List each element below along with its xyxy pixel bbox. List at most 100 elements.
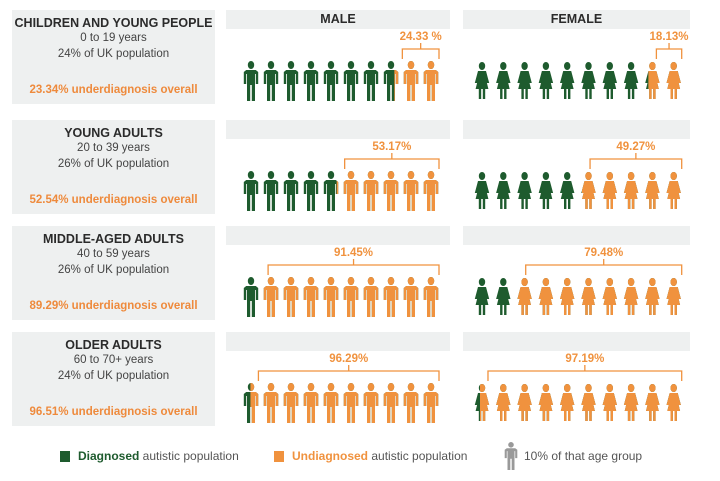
female-pictogram: 79.48% <box>474 247 683 315</box>
age-range: 40 to 59 years <box>77 248 150 260</box>
female-undiagnosed-label: 49.27% <box>616 141 655 153</box>
age-range: 20 to 39 years <box>77 142 150 154</box>
male-person-icon <box>243 277 259 317</box>
overall-underdiagnosis: 96.51% underdiagnosis overall <box>29 406 198 418</box>
person-icon <box>504 442 518 470</box>
female-panel: FEMALE 18.13% <box>463 10 690 104</box>
male-person-icon <box>363 277 379 317</box>
female-panel: 79.48% <box>463 226 690 320</box>
female-person-icon <box>581 278 596 315</box>
male-person-icon <box>303 277 319 317</box>
male-person-icon <box>263 61 279 101</box>
male-person-icon <box>283 61 299 101</box>
male-person-icon <box>283 171 299 211</box>
male-panel: MALE 24.33 % <box>226 10 450 104</box>
female-person-icon <box>602 384 617 421</box>
legend-diagnosed-text: autistic population <box>139 449 239 463</box>
age-group-row: YOUNG ADULTS 20 to 39 years 26% of UK po… <box>0 120 720 214</box>
male-panel: 91.45% <box>226 226 450 320</box>
female-person-icon <box>474 62 490 99</box>
male-person-icon <box>263 383 279 423</box>
female-person-icon <box>538 172 554 209</box>
male-person-icon <box>263 277 279 317</box>
female-person-icon <box>538 62 554 99</box>
female-person-icon <box>496 278 511 315</box>
male-person-icon <box>303 171 319 211</box>
diagnosed-swatch <box>60 450 70 462</box>
male-person-icon <box>283 277 299 317</box>
male-pictogram: 24.33 % <box>243 31 442 101</box>
female-panel: 49.27% <box>463 120 690 214</box>
female-bracket <box>589 158 683 169</box>
female-person-icon <box>560 384 575 421</box>
male-header: MALE <box>226 10 450 29</box>
male-person-icon <box>403 171 419 211</box>
female-person-icon <box>538 384 554 421</box>
female-header <box>463 332 690 351</box>
male-header <box>226 332 450 351</box>
female-header <box>463 226 690 245</box>
age-group-info: MIDDLE-AGED ADULTS 40 to 59 years 26% of… <box>12 226 215 320</box>
male-pictogram: 53.17% <box>243 141 440 211</box>
age-group-title: OLDER ADULTS <box>65 338 162 352</box>
male-person-icon <box>343 171 359 211</box>
male-panel: 96.29% <box>226 332 450 426</box>
age-range: 60 to 70+ years <box>73 354 154 366</box>
age-range: 0 to 19 years <box>80 32 147 44</box>
population-share: 26% of UK population <box>57 158 170 170</box>
male-person-icon <box>383 171 399 211</box>
overall-underdiagnosis: 23.34% underdiagnosis overall <box>29 84 198 96</box>
male-undiagnosed-label: 96.29% <box>329 353 368 365</box>
male-person-icon <box>363 171 379 211</box>
male-person-icon <box>423 171 439 211</box>
female-bracket <box>525 264 683 275</box>
female-undiagnosed-label: 97.19% <box>565 353 604 365</box>
male-person-icon <box>263 171 279 211</box>
female-person-icon <box>623 62 639 99</box>
overall-underdiagnosis: 89.29% underdiagnosis overall <box>29 300 198 312</box>
age-group-title: MIDDLE-AGED ADULTS <box>43 232 184 246</box>
female-person-icon <box>474 384 490 421</box>
legend-diagnosed-bold: Diagnosed <box>78 449 140 463</box>
male-header <box>226 120 450 139</box>
female-person-icon <box>517 384 532 421</box>
male-bracket <box>401 48 440 59</box>
female-pictogram: 49.27% <box>474 141 683 209</box>
legend-undiagnosed: Undiagnosed autistic population <box>274 449 467 463</box>
female-header <box>463 120 690 139</box>
female-person-icon <box>517 62 532 99</box>
population-share: 24% of UK population <box>57 48 170 60</box>
male-person-icon <box>303 61 319 101</box>
male-person-icon <box>363 383 379 423</box>
female-person-icon <box>560 62 575 99</box>
female-person-icon <box>538 278 554 315</box>
female-person-icon <box>581 172 596 209</box>
male-person-icon <box>343 383 359 423</box>
male-person-icon <box>323 277 339 317</box>
male-person-icon <box>323 171 339 211</box>
legend-unit: 10% of that age group <box>504 441 642 471</box>
female-person-icon <box>581 62 596 99</box>
female-person-icon <box>666 384 681 421</box>
female-header: FEMALE <box>463 10 690 29</box>
female-person-icon <box>496 384 511 421</box>
male-person-icon <box>323 61 339 101</box>
male-panel: 53.17% <box>226 120 450 214</box>
male-person-icon <box>363 61 379 101</box>
male-pictogram: 96.29% <box>243 353 440 423</box>
female-person-icon <box>560 172 575 209</box>
male-person-icon <box>243 61 259 101</box>
male-undiagnosed-label: 91.45% <box>334 247 373 259</box>
male-pictogram: 91.45% <box>243 247 440 317</box>
female-person-icon <box>602 62 617 99</box>
age-group-title: CHILDREN AND YOUNG PEOPLE <box>14 16 213 30</box>
female-person-icon <box>517 172 532 209</box>
male-person-icon <box>303 383 319 423</box>
female-person-icon <box>645 62 660 99</box>
female-person-icon <box>602 278 617 315</box>
female-person-icon <box>623 384 639 421</box>
male-header <box>226 226 450 245</box>
female-person-icon <box>645 384 660 421</box>
female-person-icon <box>666 278 681 315</box>
female-bracket <box>655 48 683 59</box>
